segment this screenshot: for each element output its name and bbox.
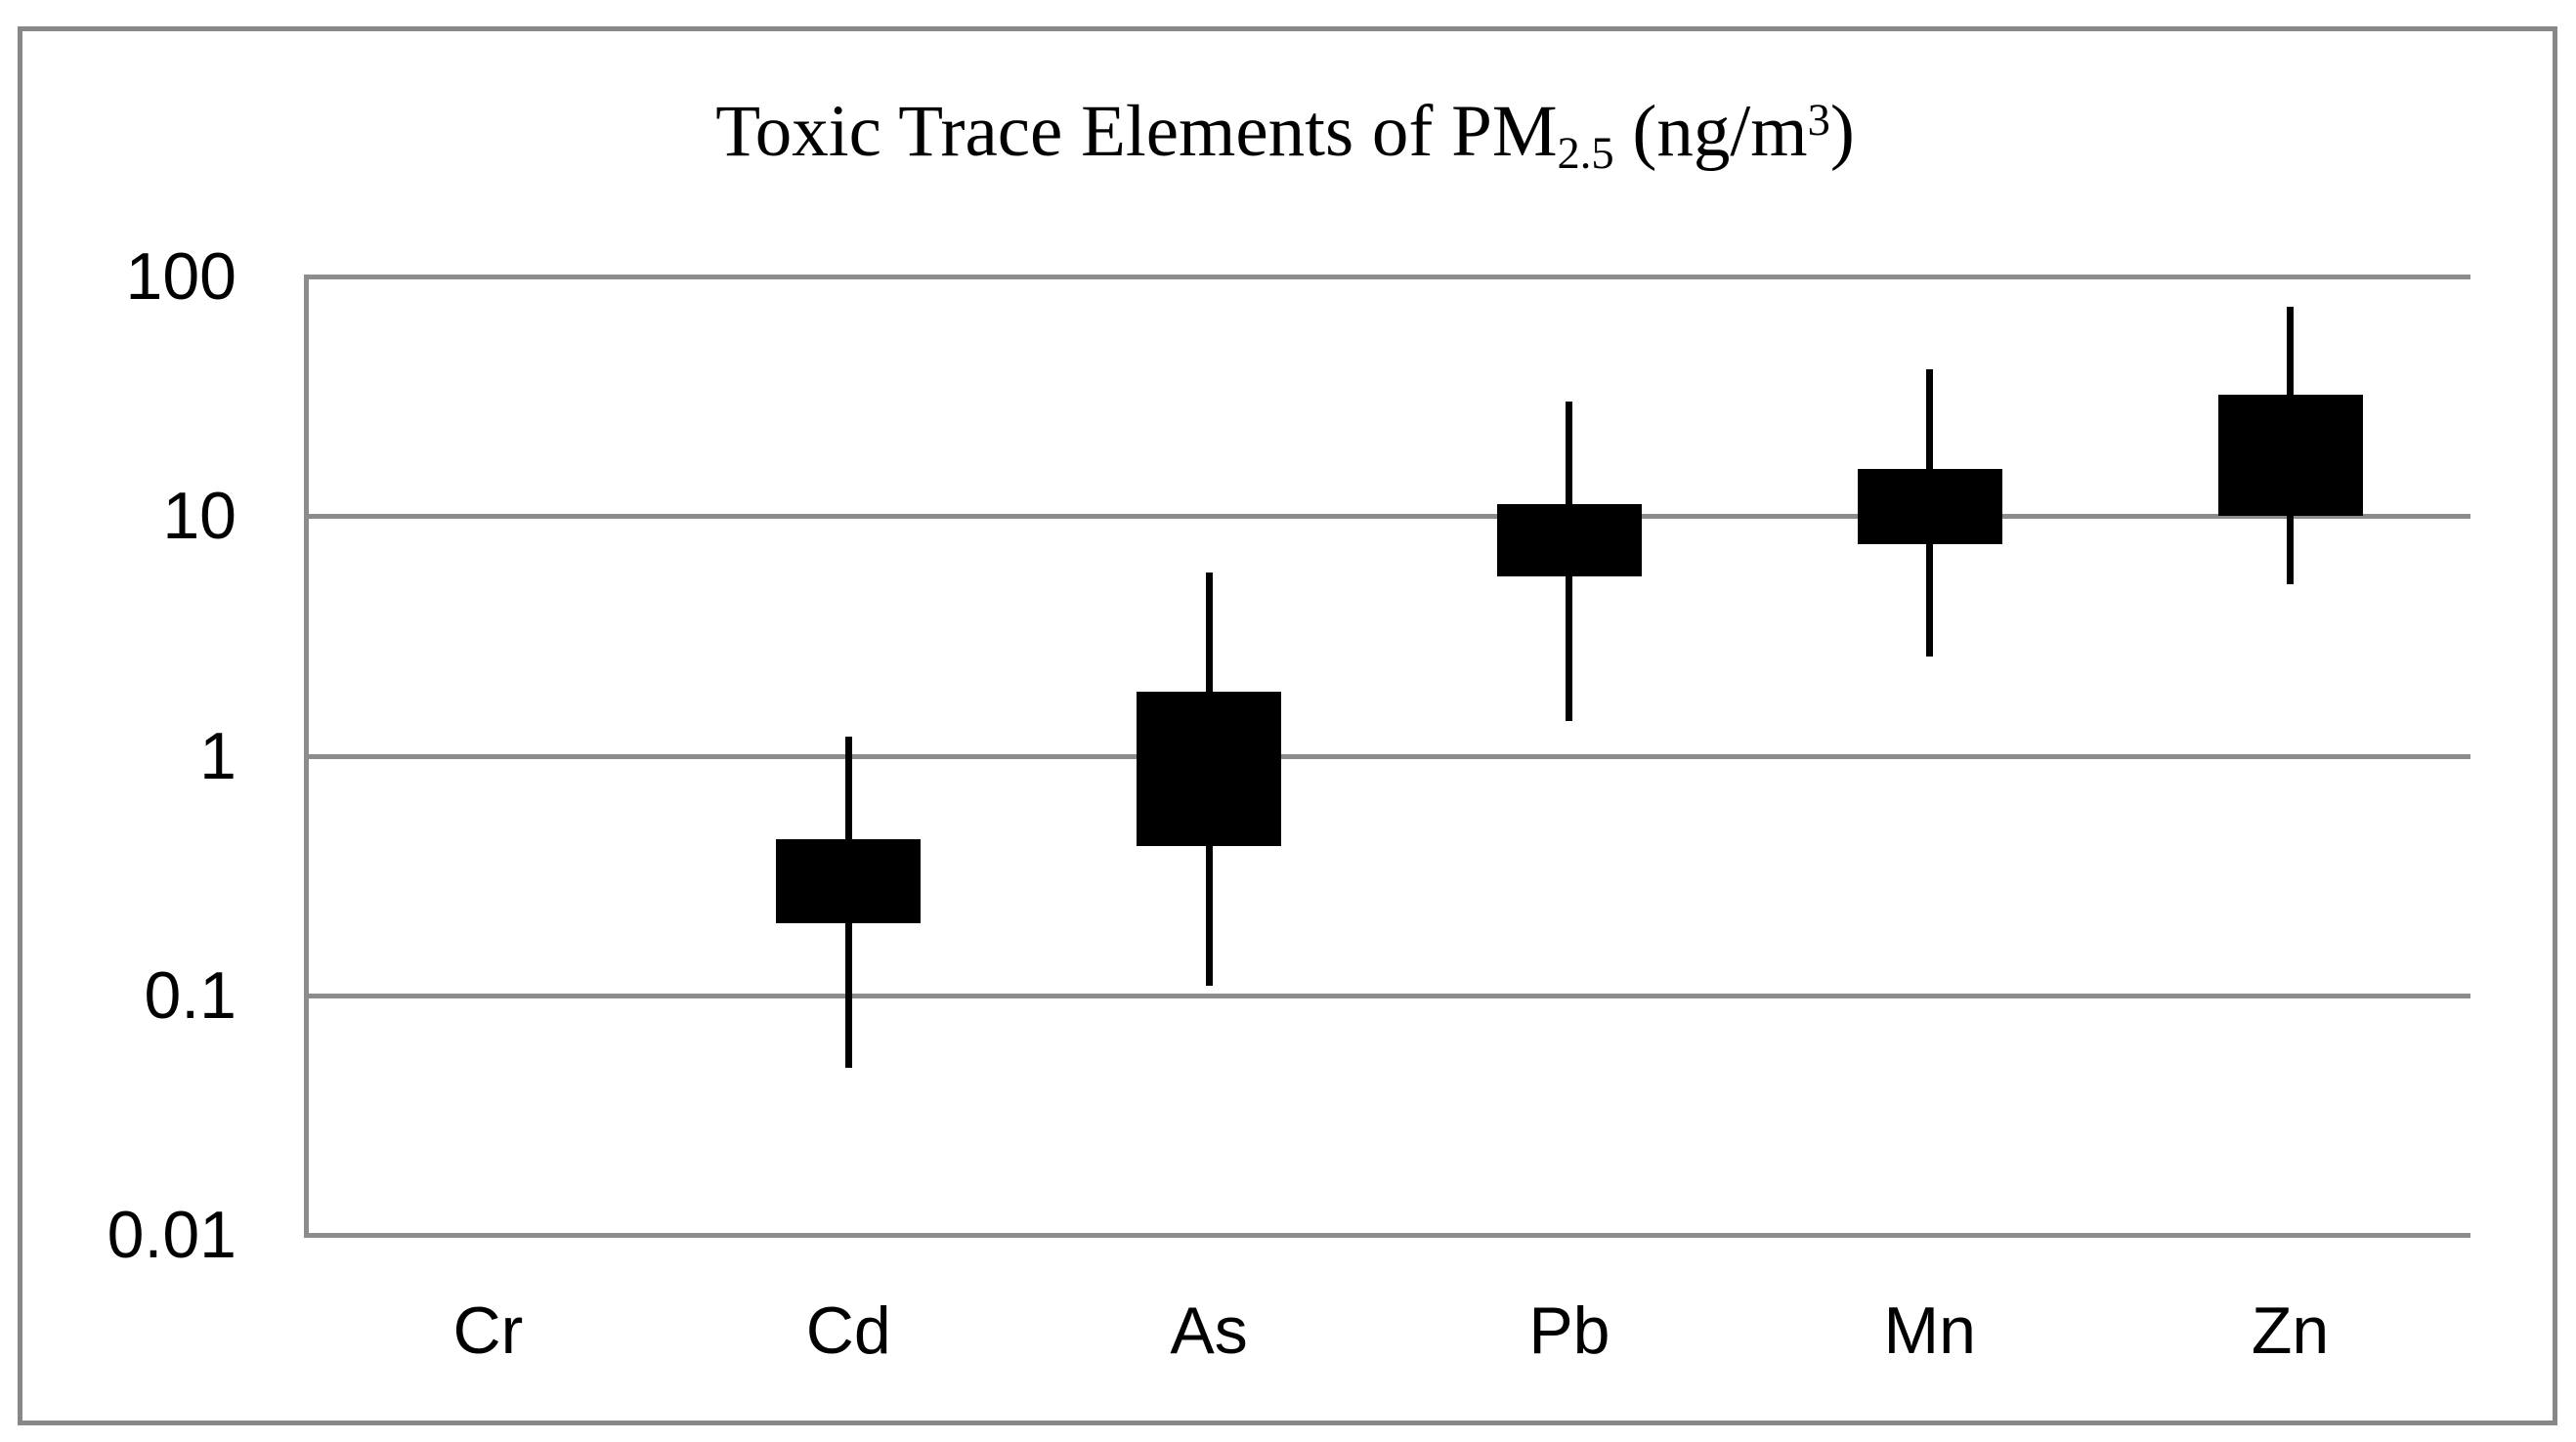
gridline-1 [308, 753, 2470, 759]
x-axis-label-cd: Cd [805, 1294, 891, 1368]
gridline-0.01 [308, 1233, 2470, 1238]
chart-title: Toxic Trace Elements of PM2.5 (ng/m3) [0, 90, 2570, 177]
y-axis-label-0.01: 0.01 [107, 1198, 236, 1272]
y-axis-label-1: 1 [199, 718, 236, 793]
gridline-0.1 [308, 993, 2470, 998]
candle-box-as [1137, 691, 1282, 846]
x-axis-label-pb: Pb [1528, 1294, 1610, 1368]
plot-area [308, 275, 2470, 1238]
chart-border-frame [18, 26, 2557, 1425]
candle-box-mn [1857, 468, 2002, 545]
chart-title-close-paren: ) [1829, 91, 1855, 172]
y-axis-label-0.1: 0.1 [144, 957, 236, 1033]
candle-box-cd [776, 838, 922, 923]
y-axis-line [304, 275, 309, 1238]
gridline-100 [308, 275, 2470, 279]
x-axis-label-zn: Zn [2251, 1294, 2330, 1368]
candle-box-zn [2217, 395, 2363, 517]
chart-title-units: (ng/m [1613, 91, 1808, 172]
y-axis-label-10: 10 [162, 479, 236, 554]
y-axis-label-100: 100 [125, 239, 236, 314]
candle-box-pb [1496, 504, 1642, 576]
chart-title-text: Toxic Trace Elements of PM [715, 91, 1558, 172]
x-axis-label-mn: Mn [1883, 1294, 1976, 1368]
x-axis-label-as: As [1170, 1294, 1248, 1368]
chart-title-subscript: 2.5 [1557, 129, 1614, 180]
chart-title-superscript: 3 [1807, 96, 1830, 147]
gridline-10 [308, 514, 2470, 520]
x-axis-label-cr: Cr [452, 1294, 524, 1368]
